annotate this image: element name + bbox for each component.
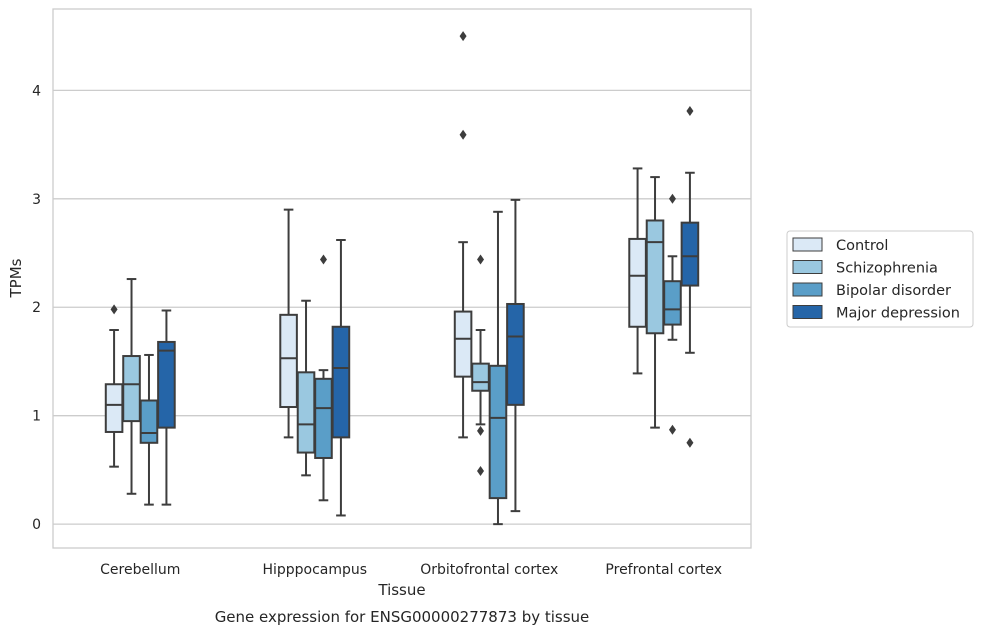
box bbox=[628, 167, 647, 375]
box bbox=[680, 105, 700, 448]
box-iqr bbox=[314, 377, 333, 459]
box-iqr bbox=[628, 237, 647, 328]
box-iqr bbox=[488, 364, 508, 500]
series-control bbox=[104, 31, 647, 468]
outlier-point bbox=[477, 254, 485, 265]
box bbox=[663, 193, 682, 435]
outlier-point bbox=[110, 304, 118, 315]
outlier-point bbox=[668, 193, 676, 204]
legend-swatch bbox=[792, 282, 823, 297]
outlier-point bbox=[477, 425, 485, 436]
y-tick-label: 3 bbox=[32, 192, 41, 208]
legend: Control Schizophrenia Bipolar disorder Majo… bbox=[786, 230, 974, 328]
x-axis-label: Tissue bbox=[377, 581, 425, 599]
box-iqr bbox=[296, 371, 316, 454]
plot-area bbox=[52, 8, 752, 549]
box bbox=[122, 278, 141, 495]
legend-swatch bbox=[792, 305, 823, 319]
box bbox=[453, 31, 473, 439]
box bbox=[314, 254, 333, 502]
outlier-point bbox=[668, 424, 676, 435]
series-bipolar-disorder bbox=[139, 193, 682, 526]
legend-label: Major depression bbox=[836, 306, 960, 322]
legend-label: Schizophrenia bbox=[836, 261, 938, 277]
outlier-point bbox=[459, 129, 467, 140]
box bbox=[104, 304, 124, 468]
box bbox=[471, 254, 490, 476]
x-tick-label: Orbitofrontal cortex bbox=[420, 562, 558, 578]
outlier-point bbox=[686, 437, 694, 448]
legend-label: Control bbox=[836, 238, 888, 254]
box-series bbox=[104, 31, 700, 526]
box-iqr bbox=[157, 340, 176, 429]
outlier-point bbox=[459, 31, 467, 42]
outlier-point bbox=[686, 105, 694, 116]
series-schizophrenia bbox=[122, 176, 665, 495]
box-iqr bbox=[680, 221, 700, 287]
series-major-depression bbox=[157, 105, 700, 517]
legend-label: Bipolar disorder bbox=[836, 283, 951, 299]
legend-frame bbox=[786, 230, 974, 328]
box-iqr bbox=[506, 302, 525, 406]
box-iqr bbox=[331, 325, 351, 439]
y-tick-label: 2 bbox=[32, 300, 41, 316]
box bbox=[488, 210, 508, 526]
box-iqr bbox=[645, 219, 665, 335]
legend-swatch bbox=[792, 260, 823, 274]
box bbox=[331, 239, 351, 517]
legend-swatch bbox=[792, 237, 823, 252]
outlier-point bbox=[319, 254, 327, 265]
x-tick-label: Cerebellum bbox=[100, 562, 180, 578]
y-tick-label: 4 bbox=[32, 83, 41, 99]
box-iqr bbox=[122, 355, 141, 423]
box-iqr bbox=[471, 362, 490, 392]
y-tick-label: 0 bbox=[32, 517, 41, 533]
y-tick-label: 1 bbox=[32, 409, 41, 425]
outlier-point bbox=[477, 466, 485, 476]
box bbox=[506, 198, 525, 513]
x-tick-label: Hipppocampus bbox=[262, 562, 367, 578]
chart-title: Gene expression for ENSG00000277873 by t… bbox=[215, 608, 590, 626]
box bbox=[645, 176, 665, 429]
box bbox=[139, 353, 159, 506]
x-axis: Cerebellum Hipppocampus Orbitofrontal cort… bbox=[100, 562, 722, 578]
box-iqr bbox=[453, 310, 473, 378]
box-iqr bbox=[663, 280, 682, 326]
box bbox=[157, 309, 176, 506]
box-iqr bbox=[104, 383, 124, 433]
y-axis: 0 1 2 3 4 bbox=[32, 83, 41, 533]
box bbox=[279, 208, 298, 439]
box-iqr bbox=[139, 399, 159, 444]
box bbox=[296, 299, 316, 477]
x-tick-label: Prefrontal cortex bbox=[605, 562, 722, 578]
y-axis-label: TPMs bbox=[7, 258, 25, 298]
box-iqr bbox=[279, 313, 298, 409]
